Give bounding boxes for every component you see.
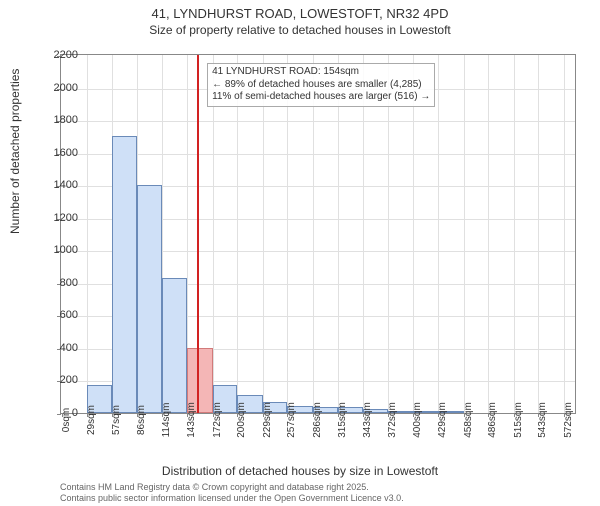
y-axis-label: Number of detached properties xyxy=(8,69,22,234)
annotation-box: 41 LYNDHURST ROAD: 154sqm← 89% of detach… xyxy=(207,63,435,107)
xtick-label: 0sqm xyxy=(61,408,72,432)
ytick-label: 200 xyxy=(38,374,78,386)
xtick-label: 286sqm xyxy=(312,402,323,438)
xtick-label: 257sqm xyxy=(286,402,297,438)
xtick-label: 486sqm xyxy=(487,402,498,438)
xtick-label: 343sqm xyxy=(362,402,373,438)
ytick-label: 2000 xyxy=(38,82,78,94)
gridline-v xyxy=(438,55,439,413)
chart-subtitle: Size of property relative to detached ho… xyxy=(0,23,600,37)
chart-title: 41, LYNDHURST ROAD, LOWESTOFT, NR32 4PD xyxy=(0,6,600,23)
ytick-label: 1000 xyxy=(38,244,78,256)
marker-line xyxy=(197,55,199,413)
ytick-label: 1600 xyxy=(38,147,78,159)
gridline-v xyxy=(338,55,339,413)
gridline-v xyxy=(313,55,314,413)
gridline-v xyxy=(237,55,238,413)
gridline-v xyxy=(263,55,264,413)
gridline-v xyxy=(213,55,214,413)
plot-area: 41 LYNDHURST ROAD: 154sqm← 89% of detach… xyxy=(60,54,576,414)
xtick-label: 572sqm xyxy=(563,402,574,438)
xtick-label: 429sqm xyxy=(437,402,448,438)
annotation-line: 11% of semi-detached houses are larger (… xyxy=(212,91,430,104)
ytick-label: 800 xyxy=(38,277,78,289)
histogram-bar xyxy=(162,278,187,413)
xtick-label: 372sqm xyxy=(387,402,398,438)
xtick-label: 229sqm xyxy=(262,402,273,438)
ytick-label: 400 xyxy=(38,342,78,354)
ytick-label: 600 xyxy=(38,309,78,321)
xtick-label: 400sqm xyxy=(412,402,423,438)
xtick-label: 57sqm xyxy=(111,405,122,435)
annotation-line: ← 89% of detached houses are smaller (4,… xyxy=(212,79,430,92)
histogram-bar xyxy=(112,136,137,413)
xtick-label: 200sqm xyxy=(236,402,247,438)
gridline-v xyxy=(538,55,539,413)
xtick-label: 515sqm xyxy=(513,402,524,438)
xtick-label: 143sqm xyxy=(186,402,197,438)
gridline-v xyxy=(564,55,565,413)
gridline-v xyxy=(464,55,465,413)
xtick-label: 543sqm xyxy=(537,402,548,438)
xtick-label: 86sqm xyxy=(136,405,147,435)
x-axis-label: Distribution of detached houses by size … xyxy=(0,464,600,478)
ytick-label: 2200 xyxy=(38,49,78,61)
xtick-label: 114sqm xyxy=(161,403,172,438)
xtick-label: 315sqm xyxy=(337,402,348,438)
gridline-v xyxy=(388,55,389,413)
footer-line-1: Contains HM Land Registry data © Crown c… xyxy=(60,482,404,493)
annotation-line: 41 LYNDHURST ROAD: 154sqm xyxy=(212,66,430,79)
gridline-v xyxy=(87,55,88,413)
histogram-bar xyxy=(137,185,162,413)
plot-box: 41 LYNDHURST ROAD: 154sqm← 89% of detach… xyxy=(60,54,576,414)
chart-container: 41, LYNDHURST ROAD, LOWESTOFT, NR32 4PD … xyxy=(0,6,600,506)
ytick-label: 1200 xyxy=(38,212,78,224)
xtick-label: 172sqm xyxy=(212,402,223,438)
footer-line-2: Contains public sector information licen… xyxy=(60,493,404,504)
gridline-v xyxy=(514,55,515,413)
xtick-label: 458sqm xyxy=(463,402,474,438)
gridline-v xyxy=(287,55,288,413)
ytick-label: 1400 xyxy=(38,179,78,191)
gridline-v xyxy=(413,55,414,413)
gridline-v xyxy=(488,55,489,413)
attribution-footer: Contains HM Land Registry data © Crown c… xyxy=(60,482,404,505)
ytick-label: 0 xyxy=(38,407,78,419)
xtick-label: 29sqm xyxy=(86,405,97,435)
ytick-label: 1800 xyxy=(38,114,78,126)
gridline-v xyxy=(363,55,364,413)
